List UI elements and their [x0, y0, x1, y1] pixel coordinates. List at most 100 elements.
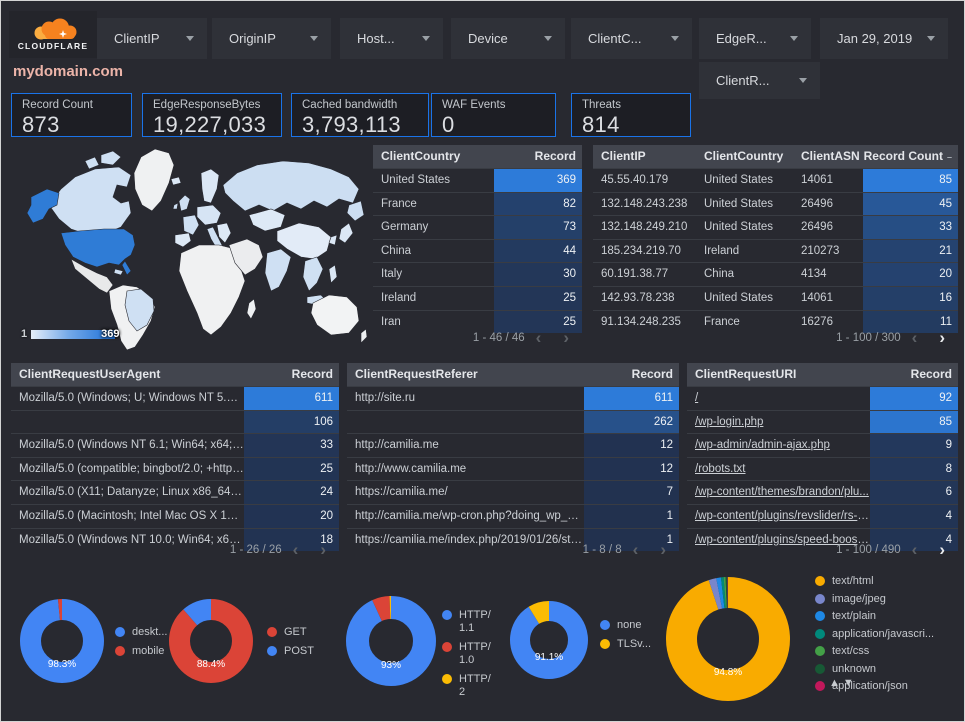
filter-chip-clientr[interactable]: ClientR... [699, 62, 820, 99]
table-cell: Germany [381, 221, 429, 234]
legend-gradient-bar [31, 329, 116, 339]
table-cell: 142.93.78.238 [601, 291, 675, 304]
scorecard-label: WAF Events [442, 99, 506, 111]
pagination-next-button[interactable]: › [563, 328, 569, 347]
table-row: Iran 25 [373, 309, 582, 334]
column-header-clientasn[interactable]: ClientASN [801, 149, 860, 163]
sort-down-icon[interactable]: ▼ [842, 677, 857, 689]
column-header-useragent[interactable]: ClientRequestUserAgent [19, 367, 161, 381]
table-cell: 14061 [801, 174, 833, 186]
scorecard-threats: Threats 814 [571, 93, 691, 137]
legend-sort-arrows[interactable]: ▲▼ [829, 677, 857, 689]
chevron-down-icon [671, 36, 679, 41]
filter-label: ClientC... [588, 31, 642, 46]
table-cell: 185.234.219.70 [601, 244, 681, 257]
pagination-next-button[interactable]: › [939, 540, 945, 559]
pagination-prev-button[interactable]: ‹ [292, 540, 299, 559]
table-cell: United States [381, 174, 451, 186]
table-body: United States 369 France 82 Germany 73 China 44… [373, 168, 582, 334]
filter-chip-device[interactable]: Device [451, 18, 565, 59]
column-header-record-count[interactable]: Record Count▼ [494, 145, 582, 186]
filter-chip-edger[interactable]: EdgeR... [699, 18, 811, 59]
pagination-range: 1 - 100 / 490 [836, 544, 901, 556]
record-count-bar-cell: 45 [863, 192, 958, 216]
record-count-bar-cell: 33 [863, 216, 958, 239]
table-row: China 44 [373, 238, 582, 263]
column-header-record-count[interactable]: Record Count– [863, 149, 952, 163]
http-protocol-legend: HTTP/1.1 HTTP/1.0 HTTP/2 [442, 609, 494, 705]
filter-chip-host[interactable]: Host... [340, 18, 443, 59]
table-cell[interactable]: /wp-content/plugins/revslider/rs-p... [695, 509, 870, 522]
table-cell[interactable]: /robots.txt [695, 462, 746, 475]
table-row: https://camilia.me/7 [347, 480, 679, 504]
donut-ring [346, 596, 436, 686]
record-count-bar-cell: 16 [863, 286, 958, 310]
pagination-next-button[interactable]: › [939, 328, 945, 347]
legend-label: none [617, 619, 642, 631]
legend-item: mobile [115, 645, 167, 658]
map-color-legend: 1 369 [21, 328, 119, 340]
table-cell[interactable]: /wp-content/themes/brandon/plu... [695, 486, 869, 499]
legend-label: TLSv... [617, 638, 652, 650]
legend-min-value: 1 [21, 328, 28, 340]
pagination-prev-button[interactable]: ‹ [911, 328, 918, 347]
pagination-prev-button[interactable]: ‹ [911, 540, 918, 559]
date-range-filter[interactable]: Jan 29, 2019 [820, 18, 948, 59]
legend-dot-icon [442, 610, 452, 620]
column-header-clientcountry[interactable]: ClientCountry [381, 149, 461, 163]
tls-version-donut-chart [510, 601, 588, 684]
legend-item: none [600, 619, 651, 632]
legend-item: unknown [815, 663, 934, 676]
record-count-bar-cell: 4 [870, 504, 958, 528]
table-cell[interactable]: /wp-admin/admin-ajax.php [695, 439, 830, 452]
table-cell: 16276 [801, 315, 833, 328]
legend-item: text/css [815, 645, 934, 658]
table-row: Mozilla/5.0 (Macintosh; Intel Mac OS X 1… [11, 503, 339, 528]
record-count-bar-cell: 82 [494, 192, 582, 216]
column-header-record-count[interactable]: Record Count– [870, 363, 958, 404]
column-header-record-count[interactable]: Record Count▼ [584, 363, 679, 404]
record-count-bar-cell: 21 [863, 239, 958, 263]
table-row: http://www.camilia.me 12 [347, 456, 679, 481]
http-method-donut-chart [169, 599, 253, 688]
table-row: Italy 30 [373, 262, 582, 286]
legend-item: application/javascri... [815, 628, 934, 641]
pagination-next-button[interactable]: › [660, 540, 666, 559]
sort-up-icon[interactable]: ▲ [829, 677, 843, 689]
client-ip-table: ClientIP ClientCountry ClientASN Record … [593, 145, 958, 349]
filter-chip-originip[interactable]: OriginIP [212, 18, 331, 59]
scorecard-label: EdgeResponseBytes [153, 99, 261, 111]
cloudflare-logo-text: CLOUDFLARE [17, 41, 89, 51]
column-header-clientcountry[interactable]: ClientCountry [704, 149, 784, 163]
record-count-bar-cell: 1 [584, 528, 679, 552]
pagination-prev-button[interactable]: ‹ [632, 540, 639, 559]
table-row: http://camilia.me 12 [347, 433, 679, 457]
table-row: /wp-login.php 85 [687, 409, 958, 434]
legend-label: HTTP/1.1 [459, 609, 491, 634]
column-header-uri[interactable]: ClientRequestURI [695, 367, 797, 381]
table-cell[interactable]: /wp-login.php [695, 415, 764, 428]
table-row: Mozilla/5.0 (X11; Datanyze; Linux x86_64… [11, 480, 339, 504]
table-cell: Mozilla/5.0 (Macintosh; Intel Mac OS X 1… [19, 509, 244, 522]
column-header-clientip[interactable]: ClientIP [601, 149, 646, 163]
table-cell: 26496 [801, 197, 833, 210]
pagination-next-button[interactable]: › [320, 540, 326, 559]
filter-chip-clientc[interactable]: ClientC... [571, 18, 692, 59]
sort-icon: – [946, 152, 952, 162]
record-count-bar-cell: 1 [584, 504, 679, 528]
filter-label: Host... [357, 31, 395, 46]
table-row: /robots.txt 8 [687, 456, 958, 481]
table-body: / 92/wp-login.php 85/wp-admin/admin-ajax.p… [687, 386, 958, 552]
table-cell: https://camilia.me/index.php/2019/01/26/… [355, 533, 584, 546]
table-cell[interactable]: / [695, 392, 699, 404]
filter-chip-clientip[interactable]: ClientIP [97, 18, 207, 59]
record-count-bar-cell: 12 [584, 434, 679, 457]
record-count-bar-cell: 24 [244, 481, 339, 504]
column-header-referer[interactable]: ClientRequestReferer [355, 367, 478, 381]
table-row: 132.148.243.238 United States 26496 45 [593, 191, 958, 216]
table-row: Ireland 25 [373, 285, 582, 310]
pagination-prev-button[interactable]: ‹ [535, 328, 542, 347]
column-header-record-count[interactable]: Record Count▼ [244, 363, 339, 404]
record-count-bar-cell: 44 [494, 239, 582, 263]
referer-table: ClientRequestReferer Record Count▼ http:… [347, 363, 679, 561]
